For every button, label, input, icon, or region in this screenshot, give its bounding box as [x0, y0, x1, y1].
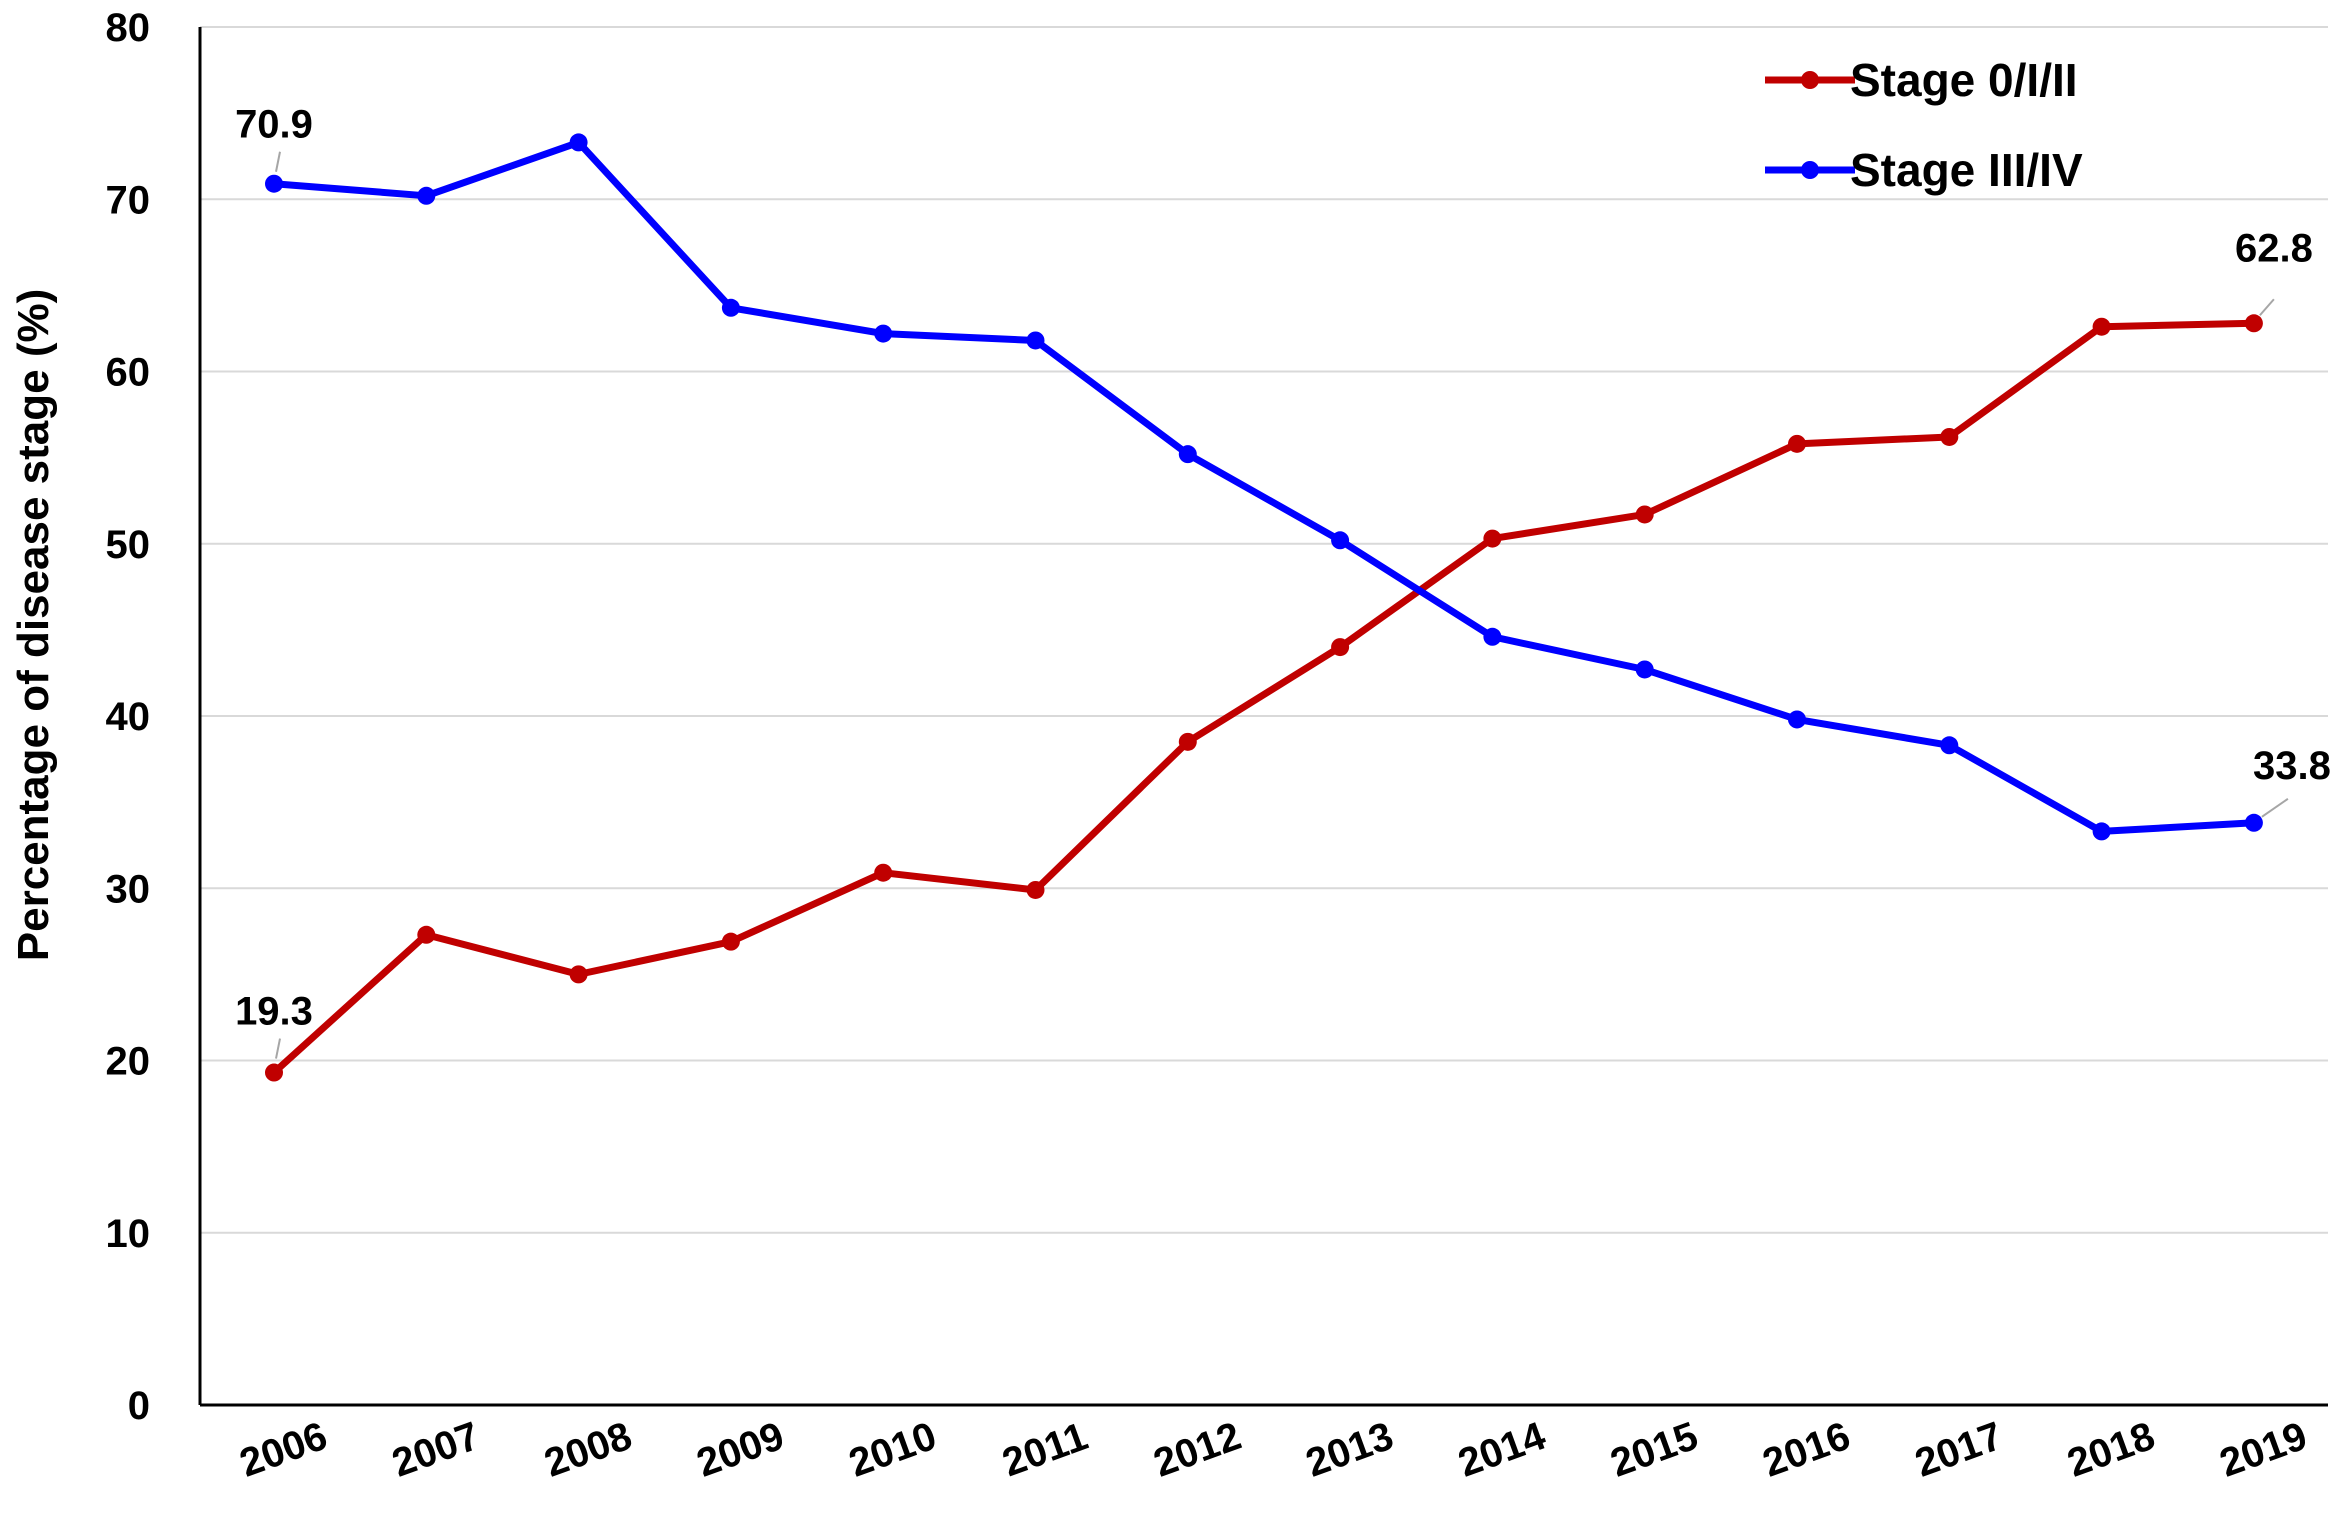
series-group	[265, 133, 2263, 1082]
legend-item-1: Stage 0/I/II	[1765, 54, 2078, 106]
legend-label: Stage III/IV	[1850, 144, 2083, 196]
y-tick-label: 0	[128, 1384, 150, 1428]
x-tick-label: 2014	[1453, 1414, 1552, 1486]
y-tick-label: 30	[106, 867, 151, 911]
data-label: 62.8	[2235, 226, 2313, 270]
series-2	[265, 133, 2263, 841]
legend-marker	[1801, 71, 1819, 89]
x-tick-label: 2016	[1757, 1414, 1856, 1486]
data-point	[1026, 880, 1045, 899]
data-label: 19.3	[235, 990, 313, 1034]
legend-marker	[1801, 161, 1819, 179]
y-tick-label: 50	[106, 523, 151, 567]
data-point	[1940, 736, 1959, 755]
data-point	[1788, 710, 1806, 729]
data-point	[417, 925, 436, 944]
data-point	[721, 298, 740, 317]
y-tick-label: 80	[106, 6, 151, 50]
data-label-leader	[275, 1038, 281, 1059]
data-point	[265, 174, 283, 193]
x-tick-label: 2009	[691, 1414, 790, 1486]
y-axis-label: Percentage of disease stage (%)	[9, 289, 58, 961]
x-tick-label: 2015	[1605, 1414, 1704, 1486]
x-tick-label: 2008	[539, 1414, 638, 1486]
data-point	[1635, 660, 1654, 679]
data-point	[1331, 638, 1350, 657]
data-point	[1178, 445, 1197, 464]
data-label-leader	[2261, 797, 2289, 818]
x-tick-label: 2007	[387, 1414, 486, 1486]
y-tick-label: 10	[106, 1212, 151, 1256]
data-point	[1788, 434, 1806, 453]
data-point	[874, 324, 893, 343]
data-label-leader	[2259, 298, 2275, 316]
series-line	[271, 319, 2254, 1076]
data-point	[1483, 529, 1502, 548]
data-point	[1483, 627, 1502, 646]
x-tick-label: 2011	[997, 1414, 1094, 1485]
data-label-leader	[275, 151, 281, 172]
data-label: 33.8	[2253, 744, 2331, 788]
data-labels: 19.3 62.8 70.9 33.8	[235, 103, 2331, 1059]
x-tick-label: 2006	[234, 1414, 333, 1486]
y-tick-label: 70	[106, 178, 151, 222]
axes	[198, 27, 2328, 1407]
legend: Stage 0/I/II Stage III/IV	[1765, 54, 2083, 196]
data-point	[1940, 427, 1959, 446]
data-point	[874, 863, 893, 882]
data-point	[1178, 732, 1197, 751]
data-label: 70.9	[235, 103, 313, 147]
y-tick-label: 60	[106, 351, 151, 395]
data-point	[569, 965, 588, 984]
x-tick-label: 2012	[1148, 1414, 1247, 1486]
data-point	[2244, 314, 2263, 333]
y-tick-label: 20	[106, 1040, 151, 1084]
data-point	[721, 932, 740, 951]
x-tick-label: 2019	[2214, 1414, 2313, 1486]
data-point	[417, 186, 436, 205]
x-tick-labels: 2006 2007 2008 2009 2010 2011 2012 2013 2014 2015…	[234, 1414, 2313, 1486]
y-tick-labels: 0 10 20 30 40 50 60 70 80	[106, 6, 151, 1428]
legend-item-2: Stage III/IV	[1765, 144, 2083, 196]
data-point	[1026, 331, 1045, 350]
data-point	[265, 1063, 283, 1082]
data-point	[1331, 531, 1350, 550]
series-line	[273, 138, 2255, 835]
x-tick-label: 2010	[843, 1414, 942, 1486]
x-tick-label: 2018	[2062, 1414, 2161, 1486]
y-tick-label: 40	[106, 695, 151, 739]
data-point	[2244, 813, 2263, 832]
data-point	[2092, 822, 2111, 841]
data-point	[1635, 505, 1654, 524]
data-point	[569, 133, 588, 152]
x-tick-label: 2017	[1910, 1414, 2009, 1486]
x-tick-label: 2013	[1300, 1414, 1399, 1486]
legend-label: Stage 0/I/II	[1850, 54, 2078, 106]
data-point	[2092, 317, 2111, 336]
series-1	[265, 314, 2263, 1082]
gridlines	[200, 26, 2328, 1234]
